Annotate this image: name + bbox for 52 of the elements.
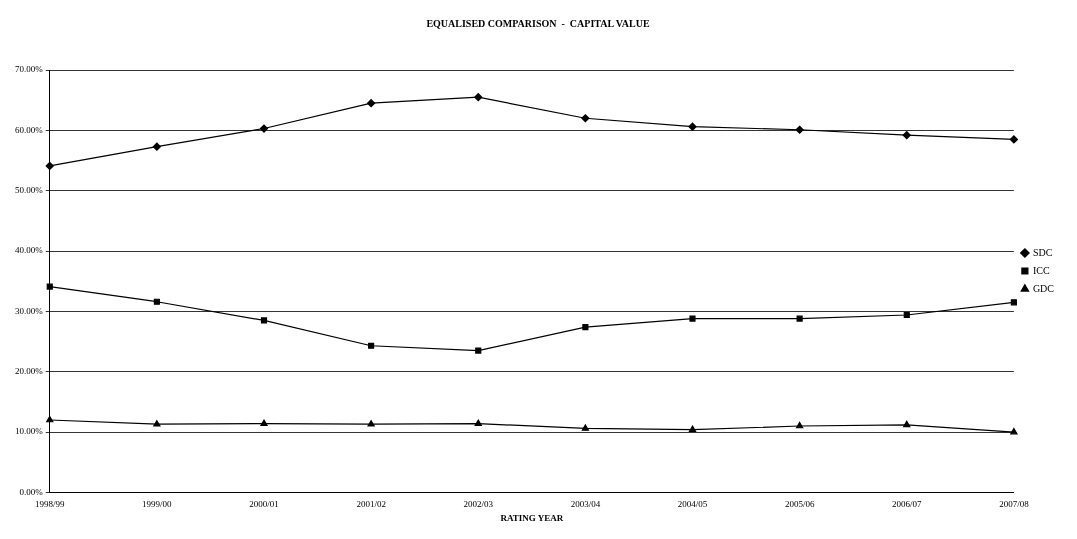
point — [46, 283, 53, 290]
legend-label: SDC — [1032, 246, 1053, 258]
y-tick-label: 0.00% — [19, 486, 44, 497]
y-tick-label: 70.00% — [15, 64, 44, 75]
x-tick-label: 2004/05 — [677, 499, 708, 510]
point — [796, 315, 803, 322]
legend-label: ICC — [1032, 264, 1050, 276]
point — [153, 420, 161, 427]
point — [582, 323, 589, 331]
point — [688, 122, 697, 131]
point — [1010, 299, 1017, 306]
point — [688, 425, 697, 432]
x-axis-title: RATING YEAR — [500, 512, 564, 523]
legend-label: GDC — [1032, 282, 1055, 294]
point — [903, 420, 911, 428]
point — [689, 315, 696, 322]
point — [152, 142, 161, 151]
x-tick-label: 2000/01 — [249, 499, 279, 510]
point — [367, 99, 376, 108]
point — [795, 125, 804, 134]
point — [796, 421, 804, 429]
x-tick-label: 2007/08 — [999, 499, 1030, 510]
point — [260, 317, 268, 324]
point — [46, 415, 54, 423]
y-tick-label: 30.00% — [15, 305, 44, 316]
point — [1009, 135, 1018, 144]
point — [367, 420, 375, 427]
point — [1010, 427, 1018, 435]
point — [474, 93, 483, 102]
x-tick-label: 2006/07 — [892, 499, 922, 510]
x-tick-label: 2005/06 — [784, 499, 815, 510]
x-tick-label: 2003/04 — [570, 499, 601, 510]
point — [903, 311, 910, 319]
point — [581, 424, 590, 431]
x-tick-label: 1998/99 — [34, 499, 65, 510]
x-tick-label: 2002/03 — [463, 499, 494, 510]
y-tick-label: 40.00% — [15, 245, 44, 256]
point — [581, 114, 590, 123]
y-tick-label: 10.00% — [15, 426, 44, 437]
chart-title: EQUALISED COMPARISON - CAPITAL VALUE — [426, 17, 650, 29]
point — [902, 131, 911, 140]
point — [474, 419, 482, 426]
y-tick-label: 60.00% — [15, 124, 44, 135]
y-tick-label: 20.00% — [15, 366, 44, 377]
point — [260, 419, 268, 426]
point — [45, 161, 54, 171]
x-tick-label: 2001/02 — [356, 499, 386, 510]
point — [153, 298, 160, 305]
y-tick-label: 50.00% — [15, 185, 44, 196]
x-tick-label: 1999/00 — [142, 499, 173, 510]
point — [475, 347, 482, 354]
point — [368, 342, 375, 349]
